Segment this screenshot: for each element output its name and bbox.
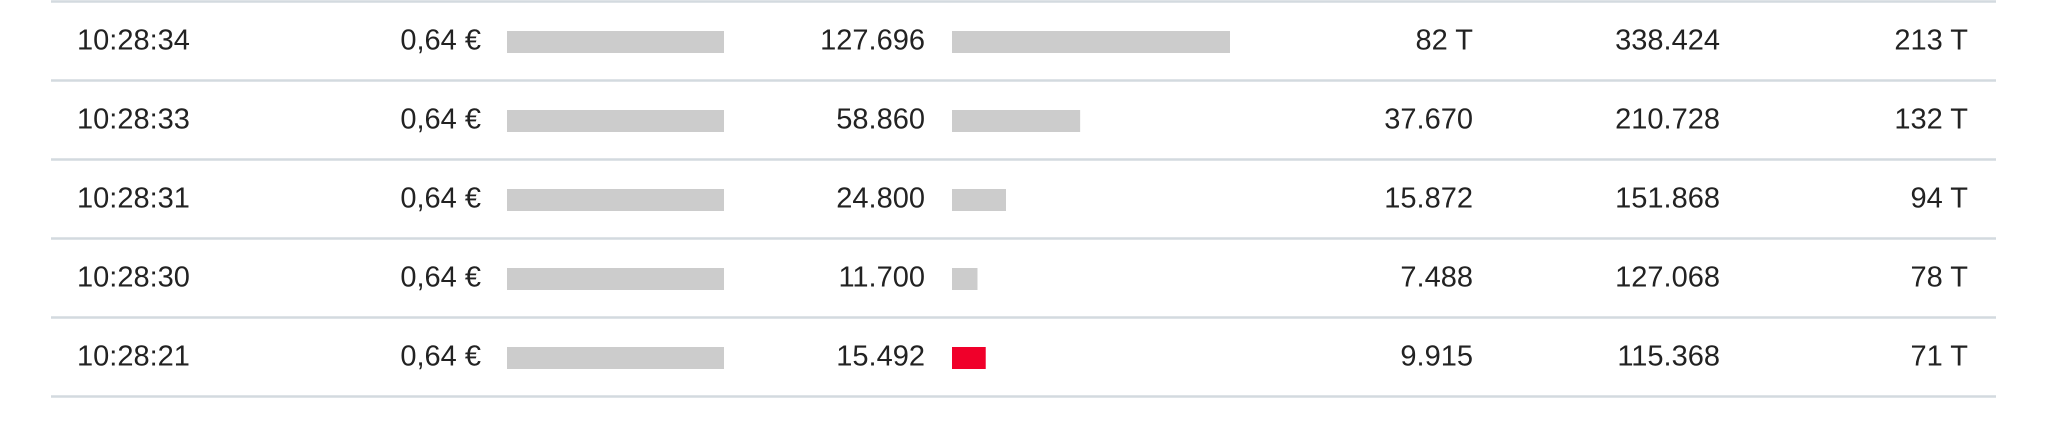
time: 10:28:33 — [77, 104, 190, 136]
cell: 71 T — [1910, 341, 1968, 373]
cell: 78 T — [1910, 262, 1968, 294]
cell: 94 T — [1910, 183, 1968, 215]
cell: 151.868 — [1615, 183, 1720, 215]
volume-bar — [952, 31, 1230, 53]
cell: 7.488 — [1400, 262, 1473, 294]
cell: 15.872 — [1384, 183, 1473, 215]
cell: 213 T — [1894, 25, 1968, 57]
cell: 338.424 — [1615, 25, 1720, 57]
volume-bar — [952, 347, 986, 369]
volume: 11.700 — [838, 262, 925, 294]
time: 10:28:30 — [77, 262, 190, 294]
price: 0,64 € — [400, 341, 481, 373]
cell: 127.068 — [1615, 262, 1720, 294]
time: 10:28:31 — [77, 183, 190, 215]
price-bar — [507, 347, 724, 369]
volume: 15.492 — [836, 341, 925, 373]
cell: 210.728 — [1615, 104, 1720, 136]
price: 0,64 € — [400, 183, 481, 215]
cell: 82 T — [1415, 25, 1473, 57]
volume-bar — [952, 189, 1006, 211]
volume: 24.800 — [836, 183, 925, 215]
volume-bar — [952, 268, 978, 290]
cell: 9.915 — [1400, 341, 1473, 373]
price-bar — [507, 110, 724, 132]
volume: 127.696 — [820, 25, 925, 57]
time: 10:28:34 — [77, 25, 190, 57]
price: 0,64 € — [400, 25, 481, 57]
price: 0,64 € — [400, 104, 481, 136]
price-bar — [507, 268, 724, 290]
cell: 132 T — [1894, 104, 1968, 136]
volume: 58.860 — [836, 104, 925, 136]
cell: 37.670 — [1384, 104, 1473, 136]
cell: 115.368 — [1617, 341, 1720, 373]
price-bar — [507, 189, 724, 211]
price-bar — [507, 31, 724, 53]
price: 0,64 € — [400, 262, 481, 294]
time: 10:28:21 — [77, 341, 190, 373]
volume-bar — [952, 110, 1081, 132]
